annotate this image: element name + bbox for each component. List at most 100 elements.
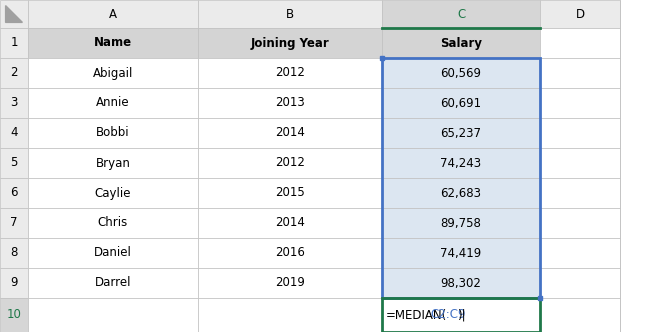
Text: 5: 5	[10, 156, 18, 170]
Bar	[28, 118, 198, 148]
Bar	[28, 58, 198, 88]
Text: =MEDIAN(: =MEDIAN(	[386, 308, 447, 321]
Text: 2012: 2012	[275, 66, 305, 79]
Bar	[198, 28, 382, 58]
Text: A: A	[109, 8, 117, 21]
Text: 74,419: 74,419	[441, 246, 482, 260]
Text: 7: 7	[10, 216, 18, 229]
Bar	[540, 298, 620, 332]
Text: Darrel: Darrel	[95, 277, 131, 290]
Bar	[28, 178, 198, 208]
Bar	[382, 208, 540, 238]
Bar	[382, 238, 540, 268]
Text: 2016: 2016	[275, 246, 305, 260]
Text: 2015: 2015	[275, 187, 305, 200]
Text: Bryan: Bryan	[96, 156, 131, 170]
Bar	[28, 208, 198, 238]
Text: 2019: 2019	[275, 277, 305, 290]
Bar	[540, 208, 620, 238]
Bar	[28, 28, 198, 58]
Text: 60,569: 60,569	[441, 66, 482, 79]
Bar	[382, 118, 540, 148]
Text: 1: 1	[10, 37, 18, 49]
Bar	[538, 296, 542, 300]
Bar	[540, 88, 620, 118]
Bar	[380, 56, 384, 60]
Bar	[28, 0, 198, 28]
Bar	[540, 178, 620, 208]
Bar	[198, 58, 382, 88]
Bar	[198, 298, 382, 332]
Text: Daniel: Daniel	[94, 246, 132, 260]
Text: 62,683: 62,683	[441, 187, 482, 200]
Text: 2: 2	[10, 66, 18, 79]
Text: 6: 6	[10, 187, 18, 200]
Text: Name: Name	[94, 37, 132, 49]
Text: 2013: 2013	[275, 97, 305, 110]
Bar	[28, 298, 198, 332]
Text: C: C	[457, 8, 465, 21]
Bar	[198, 88, 382, 118]
Bar	[0, 268, 28, 298]
Bar	[382, 58, 540, 88]
Text: Chris: Chris	[98, 216, 128, 229]
Text: C2:C9: C2:C9	[430, 308, 465, 321]
Bar	[0, 178, 28, 208]
Text: 74,243: 74,243	[441, 156, 482, 170]
Bar	[540, 58, 620, 88]
Bar	[0, 88, 28, 118]
Text: 98,302: 98,302	[441, 277, 482, 290]
Text: 8: 8	[10, 246, 18, 260]
Text: 60,691: 60,691	[441, 97, 482, 110]
Bar	[382, 88, 540, 118]
Bar	[198, 208, 382, 238]
Text: Joining Year: Joining Year	[251, 37, 330, 49]
Bar	[198, 238, 382, 268]
Text: 4: 4	[10, 126, 18, 139]
Bar	[0, 208, 28, 238]
Bar	[540, 28, 620, 58]
Bar	[382, 268, 540, 298]
Polygon shape	[6, 6, 22, 22]
Bar	[382, 148, 540, 178]
Bar	[0, 238, 28, 268]
Text: Abigail: Abigail	[93, 66, 133, 79]
Text: Salary: Salary	[440, 37, 482, 49]
Text: 2012: 2012	[275, 156, 305, 170]
Bar	[28, 268, 198, 298]
Text: 10: 10	[6, 308, 21, 321]
Text: Caylie: Caylie	[95, 187, 131, 200]
Text: 2014: 2014	[275, 126, 305, 139]
Text: D: D	[575, 8, 584, 21]
Bar	[28, 148, 198, 178]
Text: )|: )|	[458, 308, 466, 321]
Bar	[540, 238, 620, 268]
Bar	[540, 118, 620, 148]
Bar	[28, 238, 198, 268]
Bar	[540, 148, 620, 178]
Bar	[0, 58, 28, 88]
Bar	[198, 0, 382, 28]
Text: 9: 9	[10, 277, 18, 290]
Bar	[382, 0, 540, 28]
Bar	[198, 268, 382, 298]
Bar	[382, 298, 540, 332]
Bar	[382, 28, 540, 58]
Bar	[28, 88, 198, 118]
Text: 3: 3	[10, 97, 18, 110]
Text: B: B	[286, 8, 294, 21]
Bar	[0, 118, 28, 148]
Bar	[0, 148, 28, 178]
Text: Bobbi: Bobbi	[96, 126, 130, 139]
Bar	[0, 28, 28, 58]
Bar	[198, 178, 382, 208]
Bar	[0, 0, 28, 28]
Bar	[382, 58, 540, 298]
Bar	[0, 298, 28, 332]
Bar	[382, 178, 540, 208]
Text: 89,758: 89,758	[441, 216, 482, 229]
Text: 65,237: 65,237	[441, 126, 482, 139]
Bar	[540, 268, 620, 298]
Bar	[198, 148, 382, 178]
Text: Annie: Annie	[96, 97, 130, 110]
